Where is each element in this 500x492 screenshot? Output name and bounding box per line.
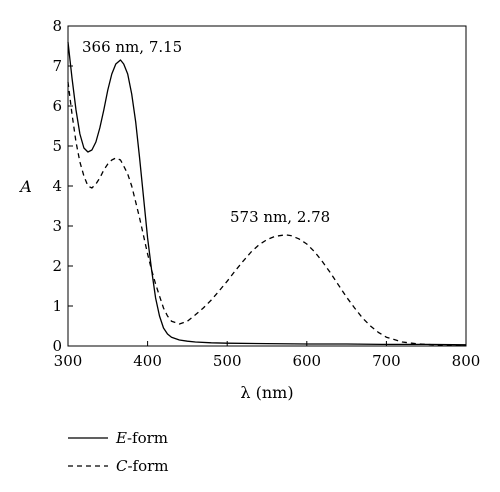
x-tick-label-800: 800 [452,352,481,370]
annotation-peak-e-form: 366 nm, 7.15 [82,38,182,56]
x-tick-label-300: 300 [54,352,83,370]
y-tick-label-1: 1 [52,297,62,315]
y-tick-label-2: 2 [52,257,62,275]
legend-item-c-form: C-form [68,457,169,475]
axis-ticks [67,25,467,347]
axis-tick-labels: 300 400 500 600 700 800 0 1 2 3 4 5 6 7 8 [52,17,480,370]
x-tick-label-600: 600 [292,352,321,370]
x-axis-label: λ (nm) [240,383,293,402]
y-tick-label-6: 6 [52,97,62,115]
y-tick-label-0: 0 [52,337,62,355]
series-line-c-form [67,81,466,346]
y-tick-label-8: 8 [52,17,62,35]
y-tick-label-5: 5 [52,137,62,155]
x-tick-label-700: 700 [372,352,401,370]
legend-label-e-form: E-form [115,429,168,447]
data-series [67,41,467,346]
series-line-e-form [67,41,467,346]
legend-item-e-form: E-form [68,429,168,447]
legend-label-c-form: C-form [116,457,169,475]
annotation-peak-c-form: 573 nm, 2.78 [230,208,330,226]
y-tick-label-3: 3 [52,217,62,235]
y-axis-label: A [18,177,32,196]
y-tick-label-7: 7 [52,57,62,75]
x-tick-label-500: 500 [213,352,242,370]
legend: E-form C-form [68,429,169,475]
x-tick-label-400: 400 [133,352,162,370]
y-tick-label-4: 4 [52,177,62,195]
